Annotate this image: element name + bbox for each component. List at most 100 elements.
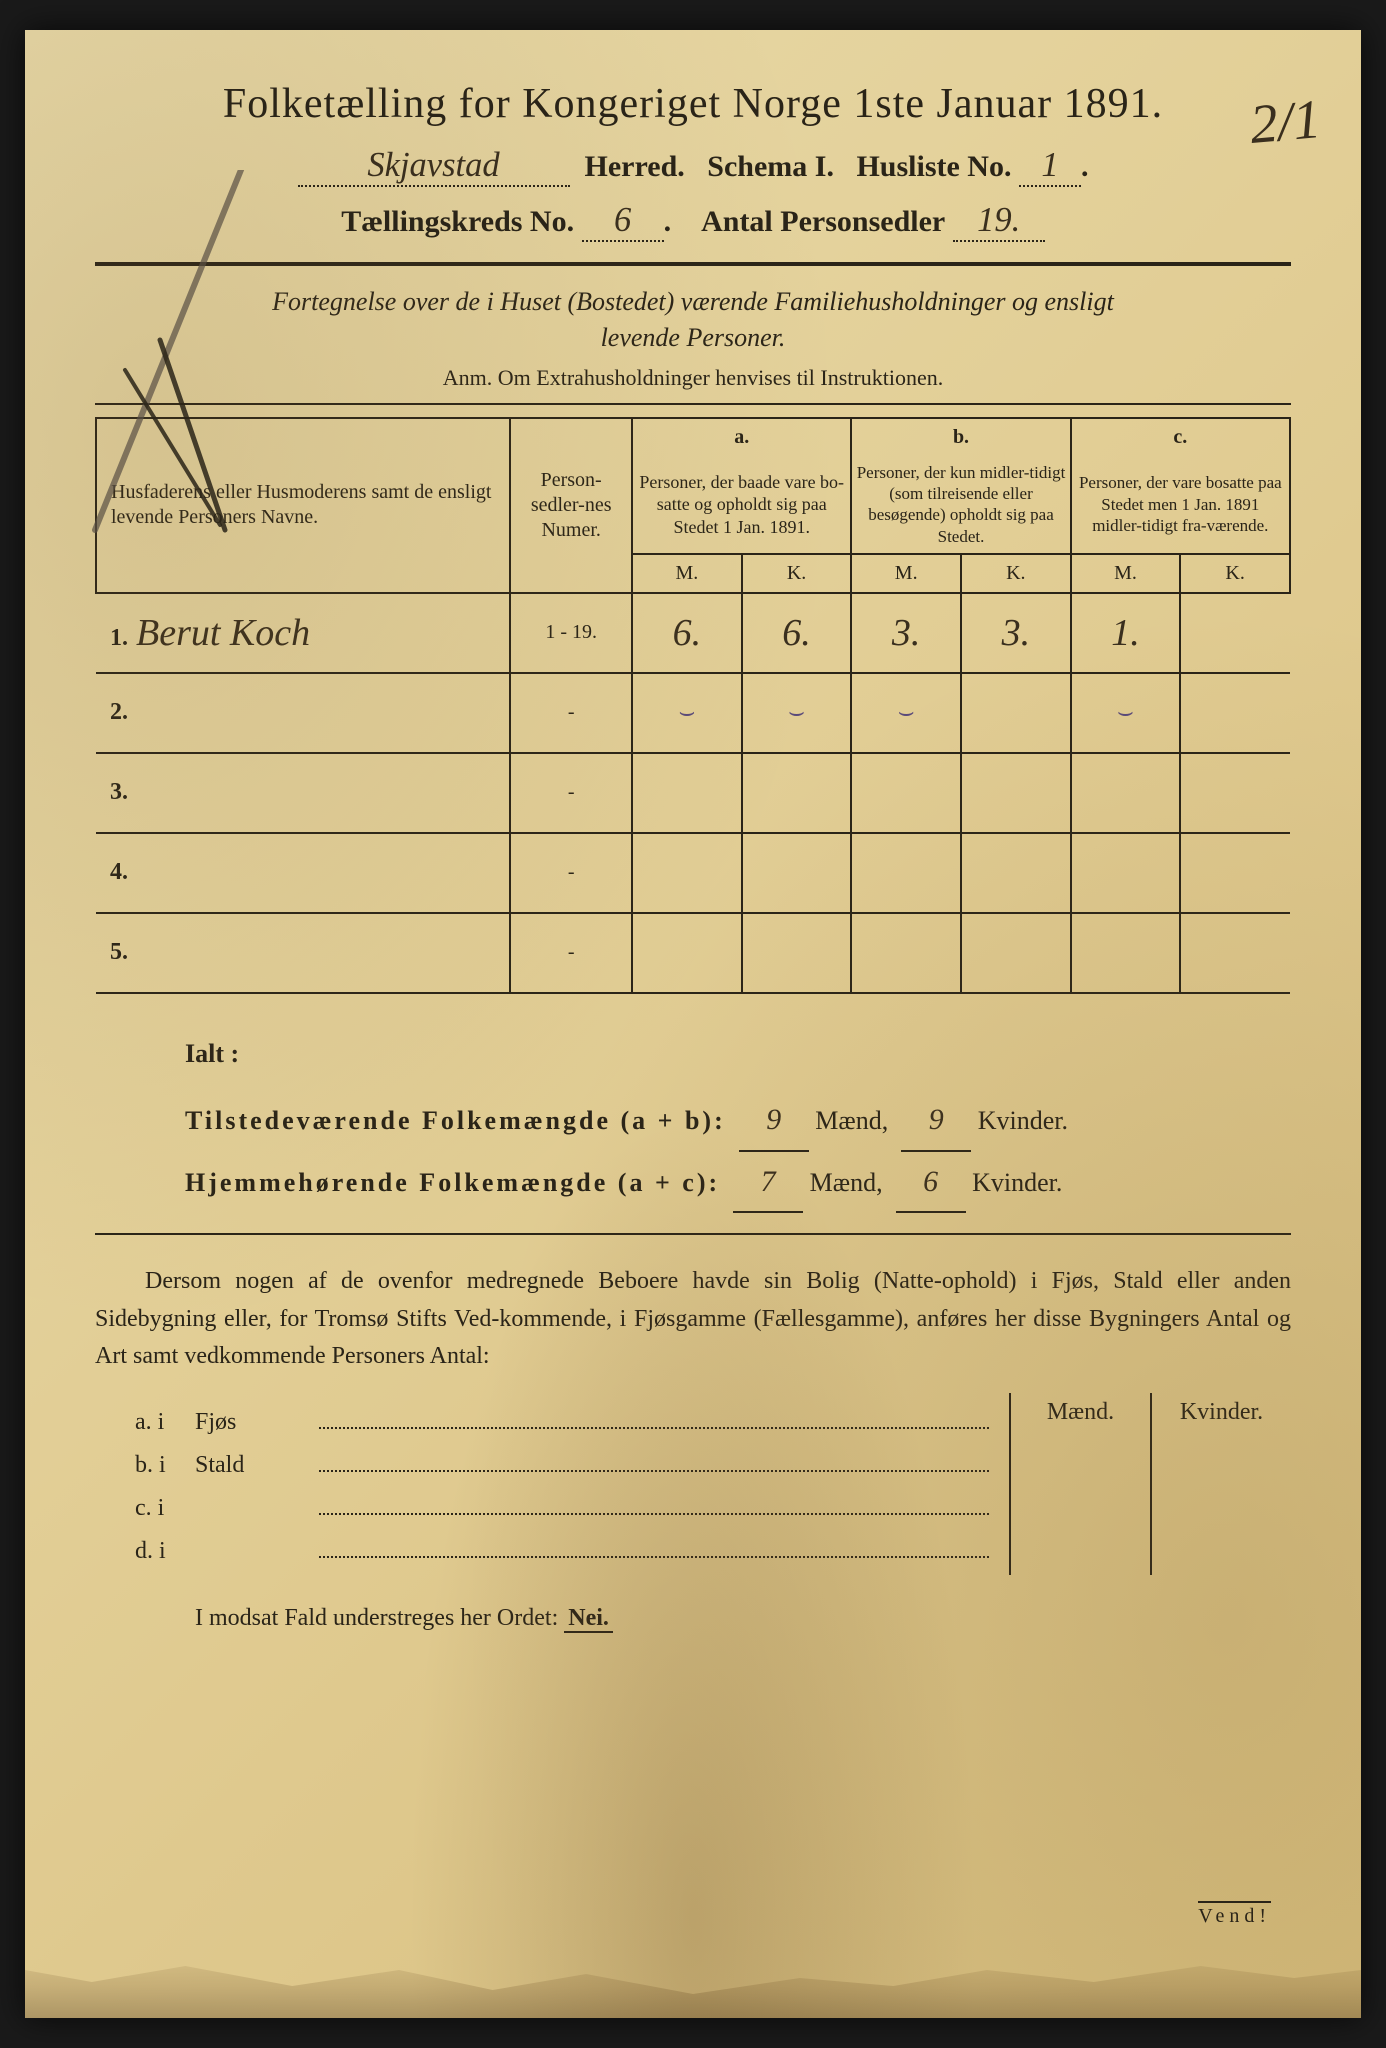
b-k-cell: [961, 753, 1071, 833]
totals-line-2: Hjemmehørende Folkemængde (a + c): 7 Mæn…: [185, 1152, 1291, 1214]
table-body: 1.Berut Koch1 - 19.6.6.3.3.1.2.-⌣⌣⌣⌣3.-4…: [96, 593, 1290, 993]
a-k-cell: 6.: [742, 593, 852, 673]
num-cell: -: [510, 833, 632, 913]
divider: [95, 403, 1291, 405]
c-k-cell: [1180, 833, 1290, 913]
herred-label: Herred.: [585, 150, 685, 183]
herred-value: Skjavstad: [367, 146, 499, 184]
c-k-cell: [1180, 673, 1290, 753]
col-c-desc: Personer, der vare bosatte paa Stedet me…: [1071, 456, 1290, 554]
side-row-cat: Fjøs: [195, 1409, 315, 1436]
table-row: 5.-: [96, 913, 1290, 993]
side-table-left: a. iFjøsb. iStaldc. id. i: [135, 1393, 1009, 1575]
c-m-cell: [1071, 833, 1181, 913]
a-m-cell: [632, 833, 742, 913]
b-k-cell: 3.: [961, 593, 1071, 673]
table-row: 3.-: [96, 753, 1290, 833]
c-k-cell: [1180, 753, 1290, 833]
c-m-cell: [1071, 913, 1181, 993]
totals-line1-m: 9: [766, 1103, 781, 1136]
husliste-value: 1: [1041, 146, 1058, 184]
schema-label: Schema I.: [707, 150, 834, 183]
page-wrap: 2/1 Folketælling for Kongeriget Norge 1s…: [0, 0, 1386, 2048]
c-k-cell: [1180, 593, 1290, 673]
table-header: Husfaderens eller Husmoderens samt de en…: [96, 418, 1290, 593]
table-row: 4.-: [96, 833, 1290, 913]
ialt-label: Ialt :: [185, 1028, 1291, 1080]
kreds-field: 6: [582, 201, 664, 242]
side-row: d. i: [135, 1532, 989, 1565]
dotted-line: [319, 1532, 989, 1558]
col-b-m: M.: [851, 554, 961, 593]
husliste-field: 1: [1019, 146, 1081, 187]
totals-line2-k: 6: [923, 1165, 938, 1198]
col-c-k: K.: [1180, 554, 1290, 593]
col-b-k: K.: [961, 554, 1071, 593]
a-k-cell: [742, 753, 852, 833]
subhead-line-2: Tællingskreds No. 6. Antal Personsedler …: [95, 201, 1291, 242]
section-desc-line1: Fortegnelse over de i Huset (Bostedet) v…: [272, 287, 1114, 316]
b-k-cell: [961, 913, 1071, 993]
totals-line1-k-field: 9: [901, 1090, 971, 1152]
side-row-lbl: d. i: [135, 1538, 195, 1565]
col-a-desc: Personer, der baade vare bo-satte og oph…: [632, 456, 851, 554]
side-col-maend: Mænd.: [1011, 1393, 1150, 1575]
totals-block: Ialt : Tilstedeværende Folkemængde (a + …: [185, 1028, 1291, 1214]
table-row: 2.-⌣⌣⌣⌣: [96, 673, 1290, 753]
torn-edge: [25, 1938, 1361, 2018]
col-num-header: Person-sedler-nes Numer.: [510, 418, 632, 593]
maend-label: Mænd,: [810, 1168, 883, 1197]
b-k-cell: [961, 673, 1071, 753]
kvinder-label: Kvinder.: [978, 1106, 1068, 1135]
totals-line2-k-field: 6: [896, 1152, 966, 1214]
totals-line-1: Tilstedeværende Folkemængde (a + b): 9 M…: [185, 1090, 1291, 1152]
a-m-cell: [632, 753, 742, 833]
c-m-cell: 1.: [1071, 593, 1181, 673]
section-desc-line2: levende Personer.: [601, 323, 786, 352]
col-c-m: M.: [1071, 554, 1181, 593]
kvinder-label: Kvinder.: [972, 1168, 1062, 1197]
col-b-desc: Personer, der kun midler-tidigt (som til…: [851, 456, 1070, 554]
b-m-cell: [851, 753, 961, 833]
num-cell: -: [510, 753, 632, 833]
side-row: b. iStald: [135, 1446, 989, 1479]
closing-nei: Nei.: [564, 1605, 613, 1633]
col-name-header: Husfaderens eller Husmoderens samt de en…: [96, 418, 510, 593]
closing-line: I modsat Fald understreges her Ordet: Ne…: [195, 1605, 1291, 1632]
table-row: 1.Berut Koch1 - 19.6.6.3.3.1.: [96, 593, 1290, 673]
col-b-label: b.: [851, 418, 1070, 456]
herred-field: Skjavstad: [298, 146, 570, 187]
a-k-cell: [742, 833, 852, 913]
a-k-cell: [742, 913, 852, 993]
title: Folketælling for Kongeriget Norge 1ste J…: [95, 80, 1291, 128]
section-description: Fortegnelse over de i Huset (Bostedet) v…: [95, 284, 1291, 357]
c-m-cell: [1071, 753, 1181, 833]
husliste-label: Husliste No.: [856, 150, 1011, 183]
name-cell: 2.: [96, 673, 510, 753]
b-k-cell: [961, 833, 1071, 913]
col-a-m: M.: [632, 554, 742, 593]
totals-line1-m-field: 9: [739, 1090, 809, 1152]
dotted-line: [319, 1489, 989, 1515]
census-table: Husfaderens eller Husmoderens samt de en…: [95, 417, 1291, 994]
a-m-cell: 6.: [632, 593, 742, 673]
dotted-line: [319, 1403, 989, 1429]
header: Folketælling for Kongeriget Norge 1ste J…: [95, 80, 1291, 242]
totals-line1-k: 9: [929, 1103, 944, 1136]
b-m-cell: 3.: [851, 593, 961, 673]
body-paragraph: Dersom nogen af de ovenfor medregnede Be…: [95, 1263, 1291, 1375]
antal-field: 19.: [953, 201, 1045, 242]
c-m-cell: ⌣: [1071, 673, 1181, 753]
num-cell: -: [510, 913, 632, 993]
num-cell: 1 - 19.: [510, 593, 632, 673]
side-row-cat: Stald: [195, 1452, 315, 1479]
name-cell: 3.: [96, 753, 510, 833]
name-cell: 4.: [96, 833, 510, 913]
divider: [95, 262, 1291, 266]
subhead-line-1: Skjavstad Herred. Schema I. Husliste No.…: [95, 146, 1291, 187]
totals-line2-m: 7: [761, 1165, 776, 1198]
col-c-label: c.: [1071, 418, 1290, 456]
col-a-k: K.: [742, 554, 852, 593]
closing-text: I modsat Fald understreges her Ordet:: [195, 1605, 564, 1631]
document-paper: 2/1 Folketælling for Kongeriget Norge 1s…: [25, 30, 1361, 2018]
